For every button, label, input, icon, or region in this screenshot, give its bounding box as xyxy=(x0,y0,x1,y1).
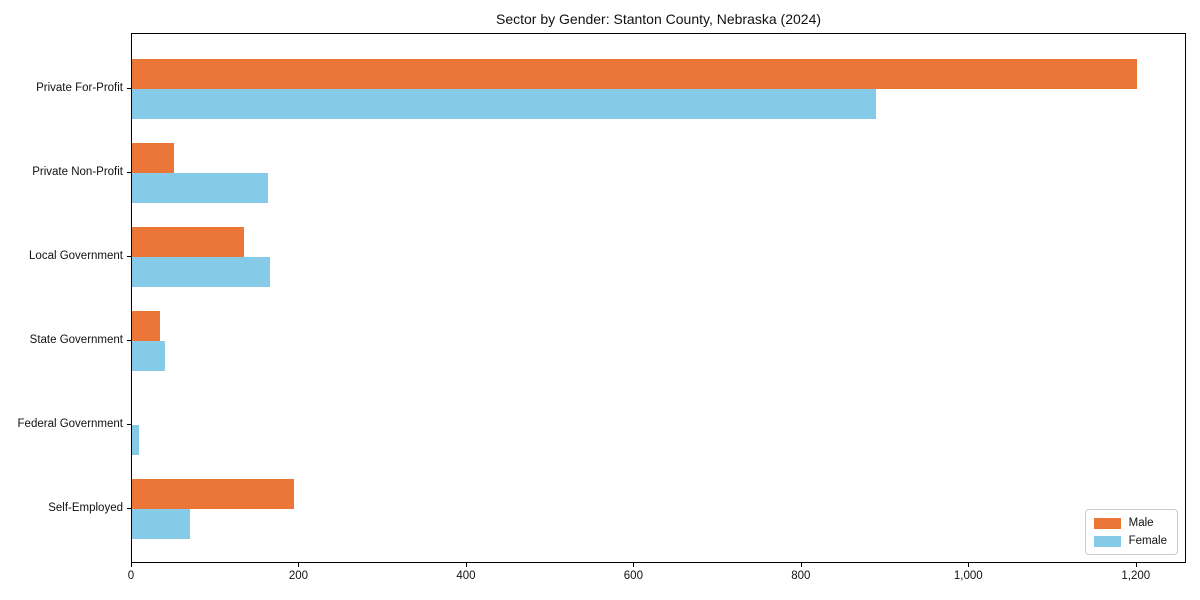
bar-female-2 xyxy=(132,173,269,203)
x-axis-tick xyxy=(465,563,467,567)
y-axis-tick xyxy=(127,508,131,509)
y-axis-tick xyxy=(127,88,131,89)
bar-male-1 xyxy=(132,59,1137,89)
legend-item-male: Male xyxy=(1093,517,1167,529)
legend-item-female: Female xyxy=(1093,535,1167,547)
bar-male-2 xyxy=(132,143,174,173)
bar-female-6 xyxy=(132,509,190,539)
y-axis-label: Private For-Profit xyxy=(36,82,123,94)
y-axis-label: Federal Government xyxy=(17,418,123,430)
x-axis-tick-label: 1,000 xyxy=(953,570,983,582)
bar-male-6 xyxy=(132,479,294,509)
y-axis-tick xyxy=(127,256,131,257)
bar-male-4 xyxy=(132,311,160,341)
x-axis-tick-label: 200 xyxy=(288,570,309,582)
male-color-swatch xyxy=(1093,517,1121,529)
x-axis-tick-label: 0 xyxy=(127,570,135,582)
x-axis-tick xyxy=(968,563,970,567)
x-axis-tick xyxy=(1135,563,1137,567)
y-axis-tick xyxy=(127,340,131,341)
y-axis-label: Local Government xyxy=(29,250,123,262)
bar-female-4 xyxy=(132,341,166,371)
x-axis-tick xyxy=(298,563,300,567)
x-axis-tick xyxy=(131,563,132,567)
x-axis-tick-label: 600 xyxy=(623,570,643,582)
plot-area: Male Female xyxy=(131,33,1186,563)
x-axis-tick-label: 800 xyxy=(791,570,811,582)
y-axis-label: State Government xyxy=(29,334,123,346)
legend: Male Female xyxy=(1084,509,1178,555)
x-axis-tick xyxy=(800,563,802,567)
y-axis-tick xyxy=(127,172,131,173)
x-axis-tick-label: 1,200 xyxy=(1121,570,1151,582)
y-axis-tick xyxy=(127,424,131,425)
legend-label-female: Female xyxy=(1128,535,1167,547)
bar-female-5 xyxy=(132,425,139,455)
y-axis-label: Private Non-Profit xyxy=(32,166,123,178)
bar-female-3 xyxy=(132,257,271,287)
chart-title: Sector by Gender: Stanton County, Nebras… xyxy=(495,11,822,27)
x-axis-tick-label: 400 xyxy=(456,570,476,582)
female-color-swatch xyxy=(1093,535,1121,547)
x-axis-tick xyxy=(633,563,635,567)
y-axis-label: Self-Employed xyxy=(48,502,123,514)
legend-label-male: Male xyxy=(1128,517,1154,529)
bar-male-3 xyxy=(132,227,245,257)
bar-female-1 xyxy=(132,89,877,119)
